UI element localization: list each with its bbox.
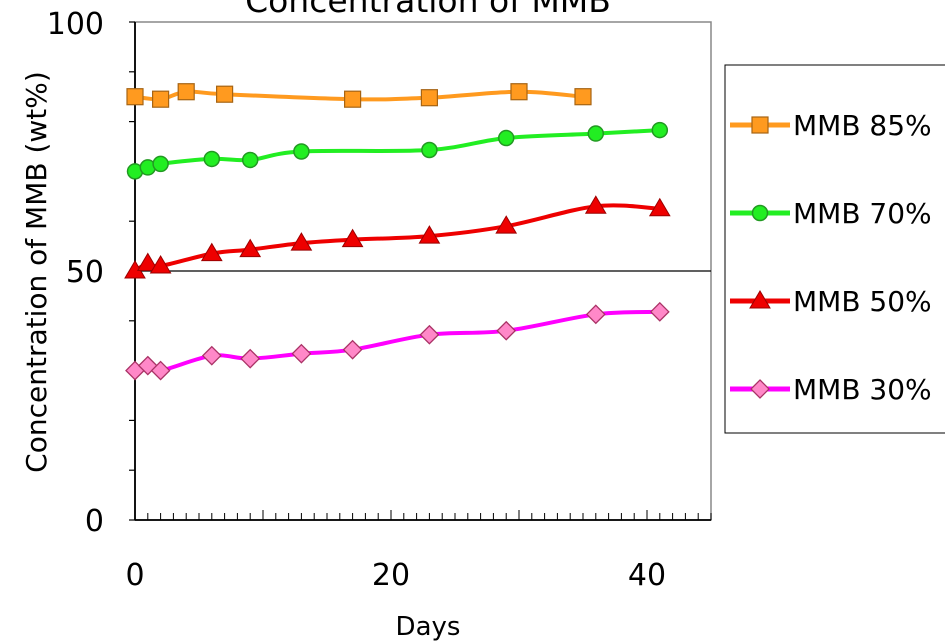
series-mmb-85-	[126, 83, 592, 108]
data-point-mmb-30-	[419, 324, 440, 345]
data-point-mmb-30-	[585, 304, 606, 325]
data-point-mmb-50-	[136, 252, 159, 272]
y-tick-label: 50	[66, 255, 104, 290]
data-point-mmb-50-	[584, 195, 607, 214]
y-tick-labels: 0 50 100	[47, 7, 104, 539]
series-mmb-50-	[124, 195, 671, 279]
data-point-mmb-50-	[648, 197, 671, 217]
legend-label-mmb-70-: MMB 70%	[793, 197, 932, 230]
legend-marker-mmb-50-	[749, 290, 771, 309]
data-point-mmb-70-	[241, 151, 259, 169]
x-tick-label: 40	[628, 558, 666, 593]
series-mmb-30-	[125, 301, 670, 381]
data-point-mmb-30-	[342, 339, 363, 360]
legend-label-mmb-50-: MMB 50%	[793, 285, 932, 318]
data-point-mmb-50-	[418, 225, 441, 244]
legend-marker-mmb-85-	[751, 116, 769, 134]
data-point-mmb-30-	[240, 348, 261, 369]
x-tick-label: 0	[125, 558, 144, 593]
data-point-mmb-50-	[341, 228, 364, 248]
x-axis-label: Days	[396, 612, 461, 642]
series-layer	[124, 83, 671, 381]
x-tick-labels: 0 20 40	[125, 558, 666, 593]
data-point-mmb-70-	[421, 141, 438, 159]
data-point-mmb-50-	[239, 238, 262, 258]
series-mmb-70-	[126, 121, 669, 180]
data-point-mmb-85-	[152, 90, 170, 108]
legend-marker-mmb-30-	[750, 379, 770, 399]
data-point-mmb-30-	[496, 320, 517, 341]
data-point-mmb-85-	[344, 90, 362, 108]
legend: MMB 85% MMB 70% MMB 50% MMB 30%	[730, 109, 932, 406]
data-point-mmb-85-	[510, 83, 528, 101]
data-point-mmb-70-	[497, 129, 515, 147]
legend-label-mmb-30-: MMB 30%	[793, 373, 932, 406]
data-point-mmb-85-	[216, 85, 234, 103]
data-point-mmb-70-	[203, 150, 221, 168]
legend-label-mmb-85-: MMB 85%	[793, 109, 932, 142]
data-point-mmb-30-	[291, 343, 312, 364]
data-point-mmb-30-	[649, 301, 670, 322]
data-point-mmb-70-	[293, 143, 310, 160]
y-tick-label: 0	[85, 504, 104, 539]
data-point-mmb-50-	[290, 232, 313, 251]
data-point-mmb-30-	[150, 360, 171, 381]
y-tick-label: 100	[47, 7, 104, 42]
data-point-mmb-70-	[152, 155, 169, 173]
legend-marker-mmb-70-	[751, 204, 769, 222]
data-point-mmb-85-	[177, 83, 195, 101]
data-point-mmb-85-	[126, 88, 144, 106]
data-point-mmb-85-	[574, 88, 592, 106]
y-axis-label: Concentration of MMB (wt%)	[20, 71, 53, 473]
chart-title: Concentration of MMB	[245, 0, 611, 20]
data-point-mmb-50-	[495, 215, 518, 234]
data-point-mmb-70-	[587, 125, 605, 142]
x-tick-label: 20	[372, 558, 410, 593]
data-point-mmb-70-	[651, 121, 669, 139]
data-point-mmb-50-	[200, 242, 223, 262]
data-point-mmb-50-	[149, 255, 172, 274]
data-point-mmb-30-	[201, 345, 222, 366]
data-point-mmb-85-	[420, 89, 438, 107]
